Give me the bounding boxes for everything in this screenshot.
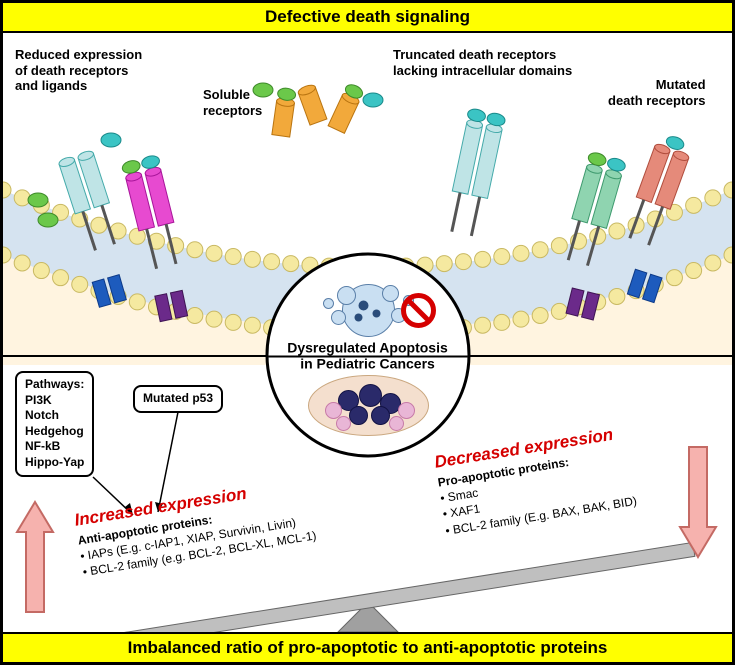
top-title-bar: Defective death signaling	[3, 3, 732, 33]
up-arrow-icon	[17, 502, 53, 612]
apoptotic-cell-icon	[323, 285, 413, 337]
center-circle: Dysregulated Apoptosis in Pediatric Canc…	[265, 253, 470, 458]
bottom-title-bar: Imbalanced ratio of pro-apoptotic to ant…	[3, 632, 732, 662]
center-title: Dysregulated Apoptosis in Pediatric Canc…	[268, 339, 467, 371]
figure-root: Defective death signaling Reduced expres…	[0, 0, 735, 665]
prohibit-icon	[403, 296, 433, 326]
bottom-title-text: Imbalanced ratio of pro-apoptotic to ant…	[128, 638, 608, 657]
top-title-text: Defective death signaling	[265, 7, 470, 26]
receptor-truncated	[443, 108, 506, 238]
tumor-cluster-icon	[308, 376, 428, 436]
receptor-soluble	[253, 82, 383, 137]
